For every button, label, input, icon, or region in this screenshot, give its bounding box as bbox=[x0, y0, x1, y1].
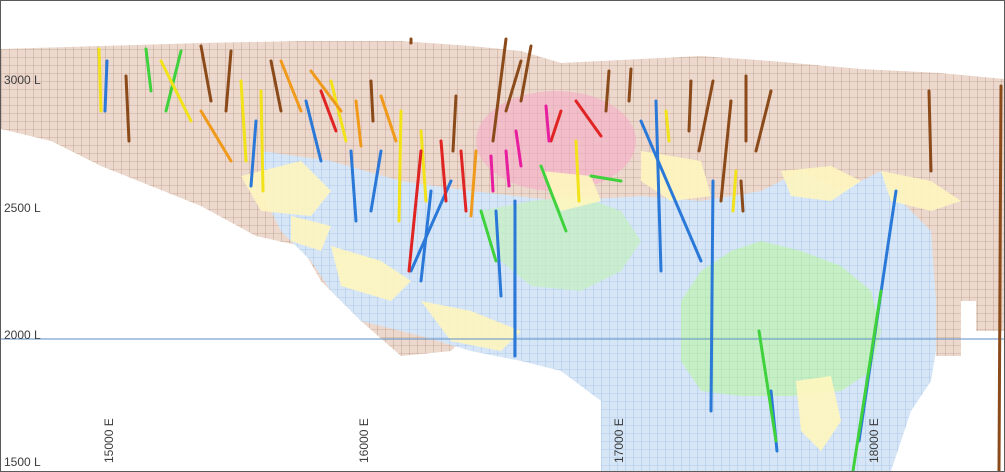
level-label-2000: 2000 L bbox=[4, 328, 41, 342]
level-label-2500: 2500 L bbox=[4, 201, 41, 215]
level-label-1500: 1500 L bbox=[4, 455, 41, 469]
green-zone-lower bbox=[681, 241, 881, 396]
magenta-zone bbox=[476, 91, 636, 191]
easting-label-18000: 18000 E bbox=[867, 418, 881, 463]
yellow-zones bbox=[241, 151, 961, 451]
easting-label-15000: 15000 E bbox=[102, 418, 116, 463]
easting-label-17000: 17000 E bbox=[612, 418, 626, 463]
level-label-3000: 3000 L bbox=[4, 73, 41, 87]
green-zone-mid bbox=[481, 196, 641, 291]
drillholes bbox=[97, 37, 1003, 471]
easting-label-16000: 16000 E bbox=[357, 418, 371, 463]
